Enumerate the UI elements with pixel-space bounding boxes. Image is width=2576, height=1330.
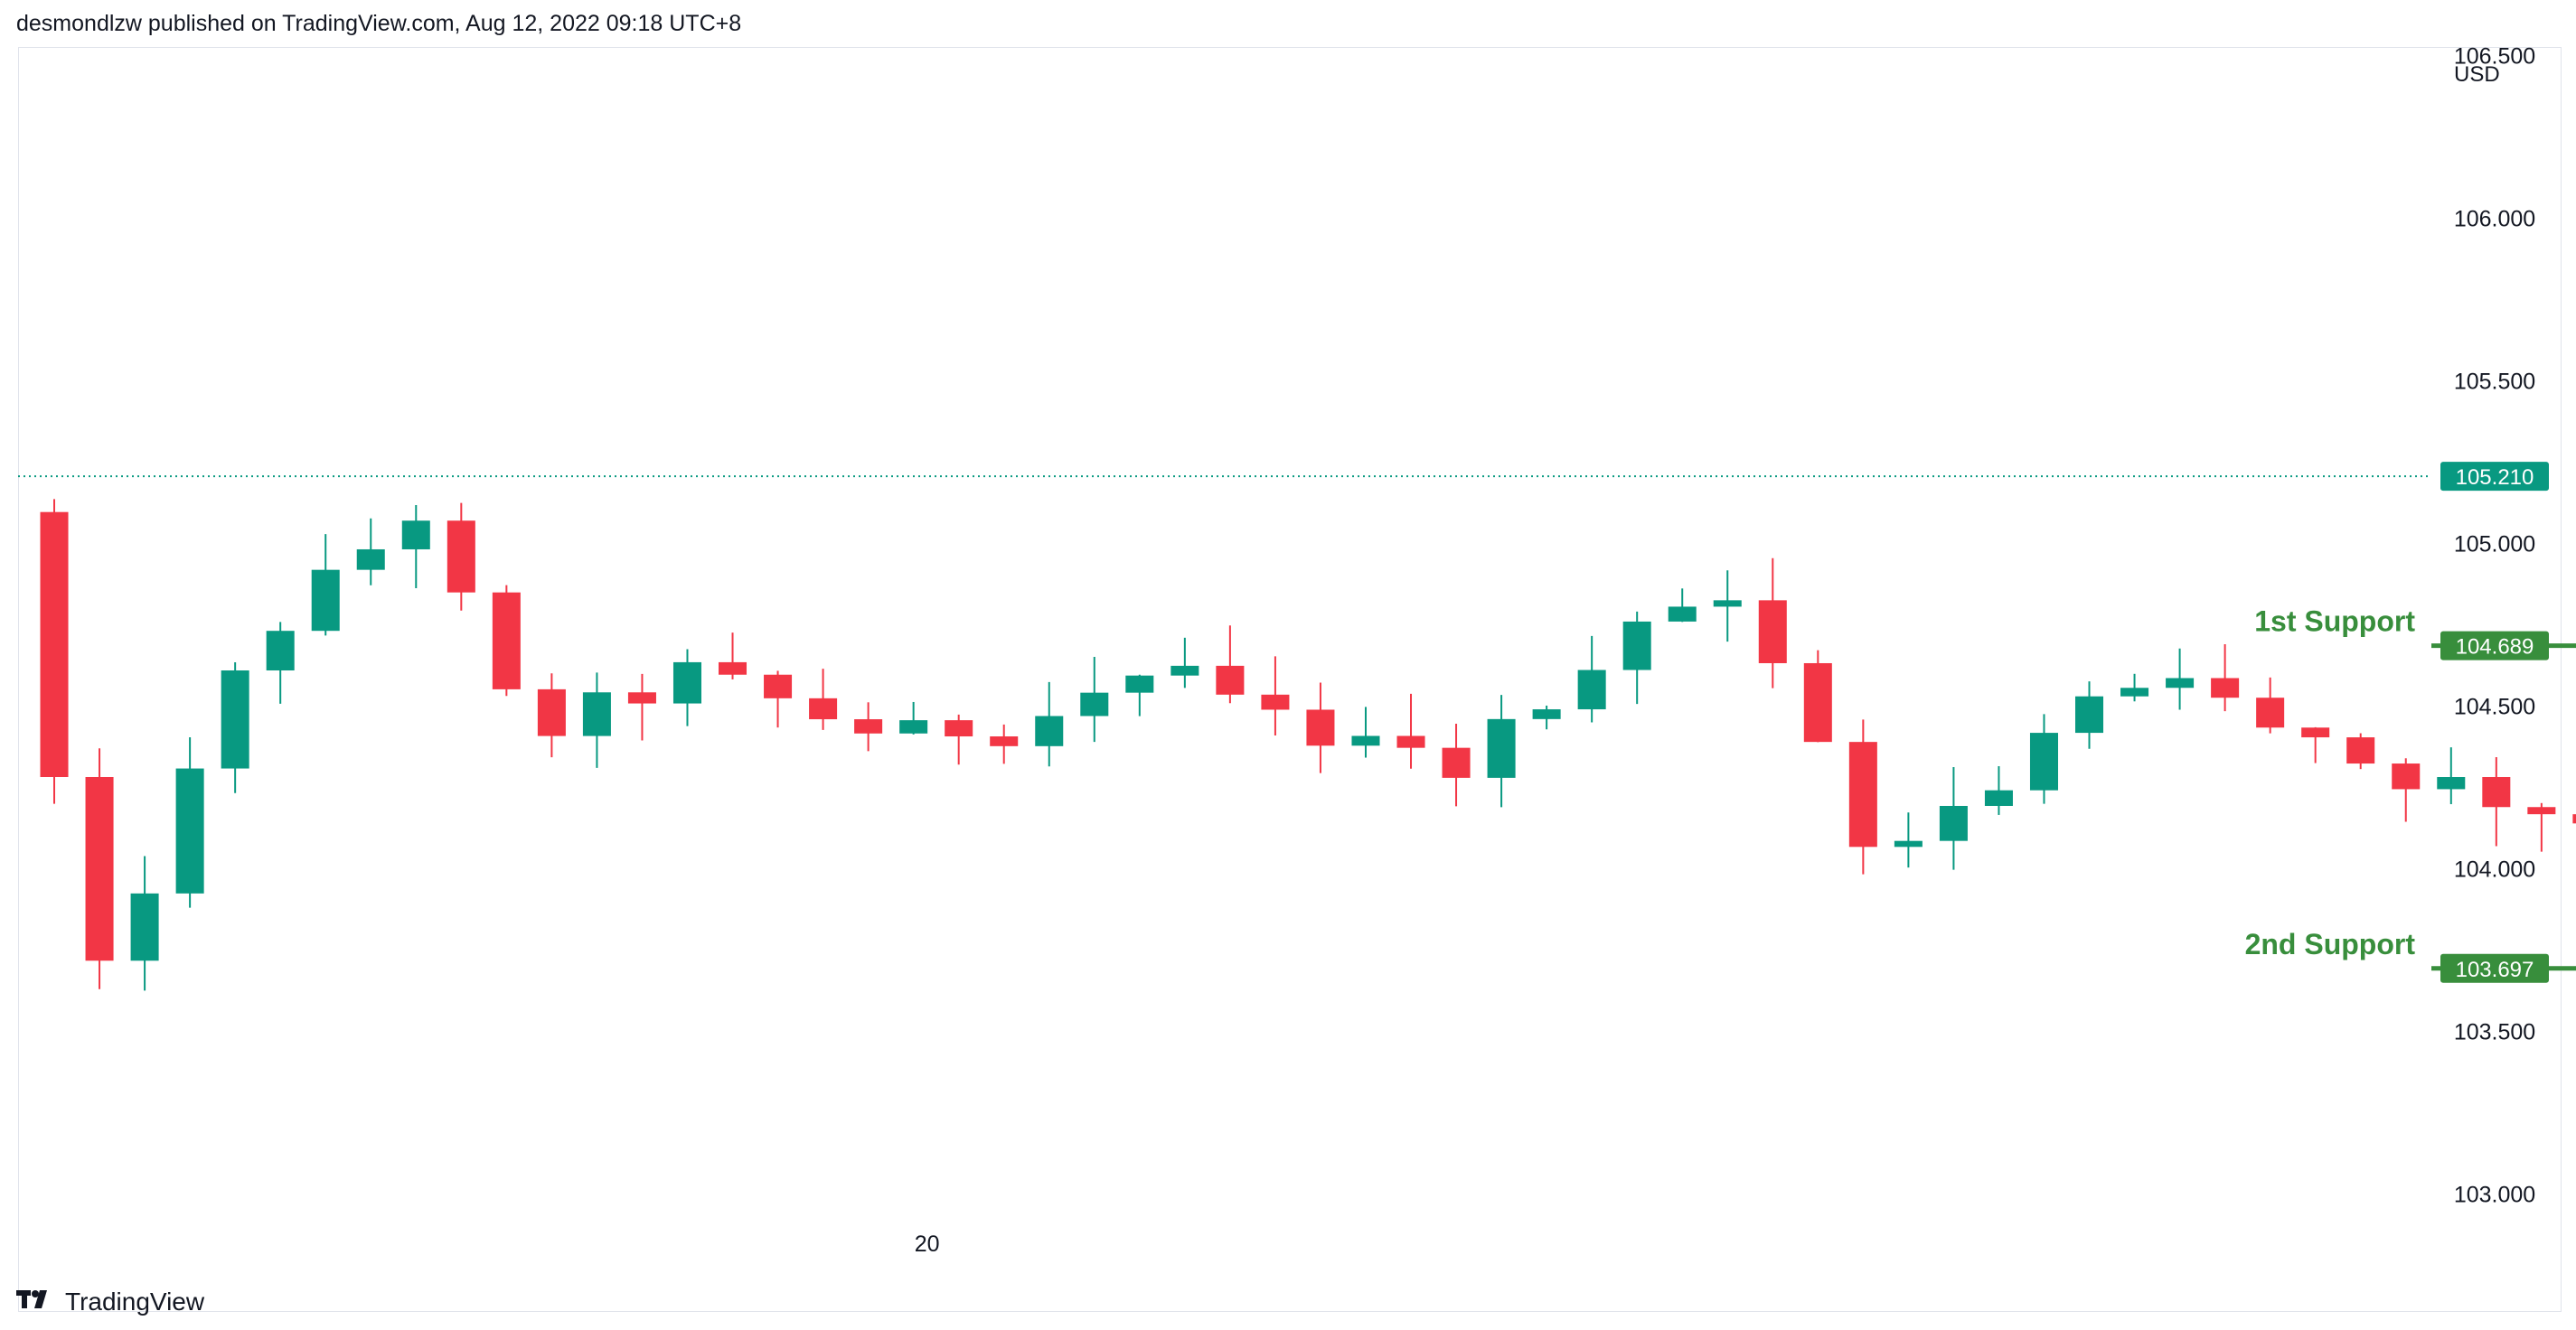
candle-body	[719, 661, 747, 675]
candle-body	[1577, 670, 1606, 710]
candle-body	[899, 720, 928, 734]
candle-body	[1622, 621, 1651, 670]
candle-body	[1306, 709, 1335, 746]
y-tick-label: 104.500	[2454, 695, 2535, 720]
level-label: 1st Support	[2254, 605, 2415, 638]
candle-body	[311, 569, 340, 632]
price-tag-value: 105.210	[2456, 465, 2534, 490]
y-tick-label: 103.000	[2454, 1183, 2535, 1208]
candle-body	[1984, 790, 2013, 806]
candle-body	[1170, 665, 1199, 676]
candle-body	[266, 631, 295, 671]
candle-body	[1351, 735, 1380, 746]
candle-body	[2256, 698, 2285, 728]
x-tick-label: 20	[915, 1232, 940, 1257]
chart-frame	[18, 47, 2562, 1312]
price-tag	[2440, 631, 2549, 660]
y-tick-label: 105.500	[2454, 370, 2535, 395]
candle-body	[627, 692, 656, 704]
candle-body	[2346, 737, 2375, 764]
candle-body	[990, 736, 1019, 746]
candle-body	[356, 548, 385, 570]
candle-body	[1713, 600, 1742, 607]
candle-body	[1216, 665, 1245, 695]
candle-body	[1125, 675, 1154, 693]
candle-body	[40, 511, 69, 777]
tradingview-logo-icon[interactable]	[16, 1287, 56, 1317]
candle-body	[2572, 814, 2576, 824]
candle-body	[1848, 742, 1877, 848]
candle-body	[1894, 840, 1923, 848]
candle-body	[2301, 727, 2330, 738]
y-tick-label: 106.500	[2454, 44, 2535, 70]
price-tag	[2440, 462, 2549, 492]
candle-body	[2029, 733, 2058, 791]
candle-body	[809, 698, 838, 720]
candle-body	[2120, 688, 2149, 697]
y-tick-label: 105.000	[2454, 532, 2535, 557]
candle-body	[945, 720, 973, 737]
candle-body	[492, 592, 521, 689]
candle-body	[1668, 606, 1697, 622]
candle-body	[582, 692, 611, 736]
candle-body	[537, 688, 566, 736]
level-label: 2nd Support	[2245, 928, 2416, 960]
candle-body	[1261, 694, 1290, 710]
candle-body	[1487, 718, 1516, 778]
price-tag-value: 103.697	[2456, 958, 2534, 982]
candle-body	[175, 768, 204, 894]
candle-body	[1396, 735, 1425, 748]
candle-body	[764, 674, 793, 698]
candle-body	[2211, 678, 2240, 698]
candle-body	[401, 520, 430, 549]
candle-body	[2392, 763, 2421, 790]
candle-body	[1758, 600, 1787, 663]
y-tick-label: 104.000	[2454, 857, 2535, 883]
candle-body	[672, 661, 701, 704]
publish-info: desmondlzw published on TradingView.com,…	[16, 11, 742, 36]
footer: TradingView	[16, 1287, 204, 1317]
currency-label: USD	[2454, 62, 2500, 87]
candle-body	[2482, 777, 2511, 808]
candle-body	[85, 776, 114, 961]
candle-body	[1080, 692, 1109, 717]
candle-body	[2437, 777, 2466, 790]
candle-body	[2075, 696, 2104, 734]
candle-body	[854, 719, 883, 734]
candle-body	[1939, 805, 1968, 841]
candle-body	[1803, 662, 1832, 743]
y-tick-label: 106.000	[2454, 207, 2535, 232]
candle-body	[1035, 716, 1064, 746]
candle-body	[1442, 747, 1471, 778]
candle-body	[2527, 807, 2556, 815]
candle-body	[1532, 709, 1561, 719]
price-tag	[2440, 953, 2549, 983]
y-tick-label: 103.500	[2454, 1020, 2535, 1045]
tradingview-brand[interactable]: TradingView	[65, 1288, 205, 1316]
candle-body	[447, 520, 475, 593]
price-tag-value: 104.689	[2456, 635, 2534, 660]
candle-body	[2166, 678, 2195, 688]
candle-body	[221, 670, 249, 769]
candle-body	[130, 893, 159, 961]
